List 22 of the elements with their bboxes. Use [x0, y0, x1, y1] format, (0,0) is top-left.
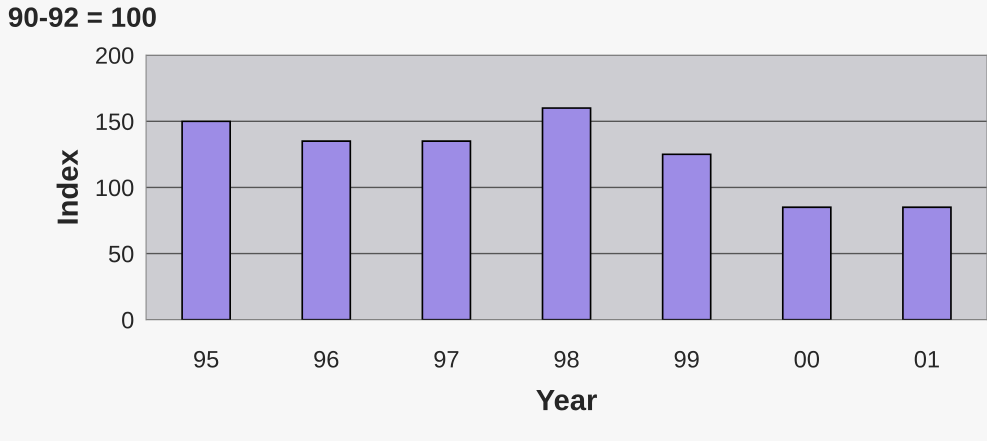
bar: [782, 206, 832, 320]
x-tick-label: 98: [554, 350, 579, 368]
y-tick-label: 50: [108, 246, 134, 262]
x-tick-label: 99: [674, 350, 699, 368]
bar: [662, 154, 712, 320]
y-axis-title: Index: [56, 150, 78, 224]
y-tick-label: 200: [96, 47, 134, 64]
x-axis-title: Year: [536, 390, 597, 410]
x-tick-label: 01: [914, 350, 939, 368]
x-tick-label: 00: [794, 350, 820, 368]
y-tick-label: 100: [96, 179, 134, 196]
bar: [902, 206, 952, 320]
y-tick-label: 150: [96, 113, 134, 130]
x-tick-label: 97: [434, 350, 458, 368]
bar: [422, 140, 472, 320]
bar: [181, 120, 232, 320]
x-tick-label: 96: [314, 350, 338, 368]
chart-title: 90-92 = 100: [8, 7, 156, 28]
y-tick-label: 0: [122, 312, 134, 329]
x-tick-label: 95: [194, 350, 218, 368]
bar: [542, 107, 592, 320]
bar: [301, 140, 352, 320]
